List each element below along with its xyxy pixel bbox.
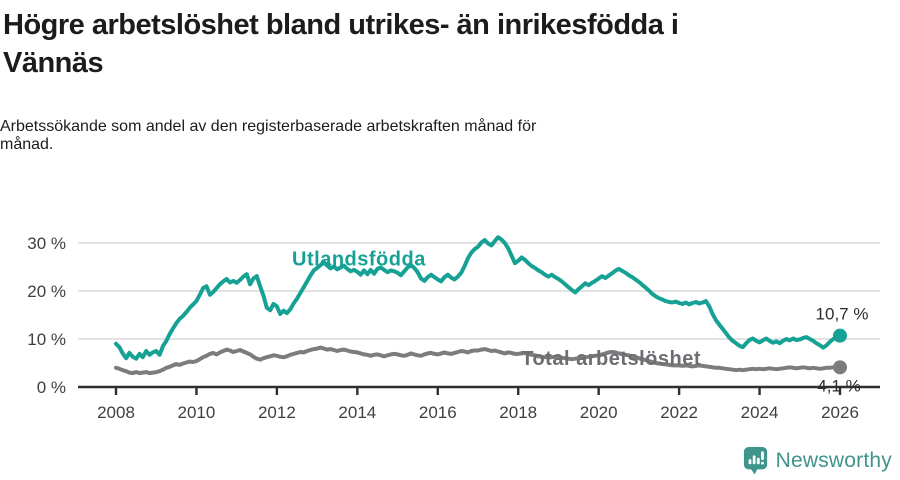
- series-end-value-label: 10,7 %: [816, 305, 869, 324]
- gridlines: [78, 242, 880, 340]
- x-tick-label: 2022: [660, 403, 698, 422]
- page-title: Högre arbetslöshet bland utrikes- än inr…: [3, 6, 900, 82]
- x-tick-label: 2018: [499, 403, 537, 422]
- x-tick-label: 2016: [419, 403, 457, 422]
- x-tick-label: 2008: [97, 403, 135, 422]
- y-tick-label: 0 %: [37, 378, 66, 397]
- x-tick-label: 2010: [178, 403, 216, 422]
- series-line-utlandsf-dda: [114, 235, 842, 361]
- y-tick-label: 30 %: [27, 234, 66, 253]
- bar-icon-small: [748, 459, 751, 465]
- subtitle-line-1: Arbetssökande som andel av den registerb…: [0, 118, 537, 135]
- y-axis-tick-labels: 0 % 10 % 20 % 30 %: [27, 234, 66, 397]
- y-tick-label: 20 %: [27, 282, 66, 301]
- unemployment-line-chart: 0 % 10 % 20 % 30 % 2008 2010 2012 2014 2016 2018…: [27, 234, 880, 422]
- series-label: Utlandsfödda: [292, 249, 426, 271]
- series-label: Total arbetslöshet: [521, 348, 701, 370]
- x-tick-label: 2014: [338, 403, 376, 422]
- newsworthy-logo[interactable]: Newsworthy: [743, 446, 892, 475]
- chart-card: Högre arbetslöshet bland utrikes- än inr…: [0, 6, 900, 480]
- speech-bubble-tail: [750, 468, 758, 475]
- title-line-2: Vännäs: [3, 47, 104, 79]
- x-tick-label: 2020: [580, 403, 618, 422]
- bar-icon-tall: [752, 455, 756, 465]
- subtitle-line-2: månad.: [0, 136, 54, 153]
- bar-icon-medium: [756, 457, 760, 465]
- series-end-dot: [833, 328, 847, 343]
- title-line-1: Högre arbetslöshet bland utrikes- än inr…: [3, 9, 679, 41]
- series-end-dot: [833, 360, 847, 375]
- y-tick-label: 10 %: [27, 330, 66, 349]
- exclamation-bar-icon: [760, 451, 764, 461]
- x-tick-label: 2024: [741, 403, 779, 422]
- series-end-value-label: 4,1 %: [817, 376, 860, 395]
- newsworthy-logo-icon: [743, 447, 767, 475]
- x-tick-label: 2026: [821, 403, 859, 422]
- series-end-markers: 4,1 % 10,7 %: [816, 305, 869, 396]
- x-axis: 2008 2010 2012 2014 2016 2018 2020 2022 2024 2026: [78, 385, 880, 422]
- newsworthy-logo-text: Newsworthy: [775, 448, 892, 472]
- series-line-total-arbetsl-shet: [114, 345, 842, 376]
- series-labels: Total arbetslöshet Utlandsfödda: [292, 249, 701, 370]
- exclamation-dot-icon: [760, 461, 764, 465]
- series-lines: [114, 235, 842, 376]
- x-tick-label: 2012: [258, 403, 296, 422]
